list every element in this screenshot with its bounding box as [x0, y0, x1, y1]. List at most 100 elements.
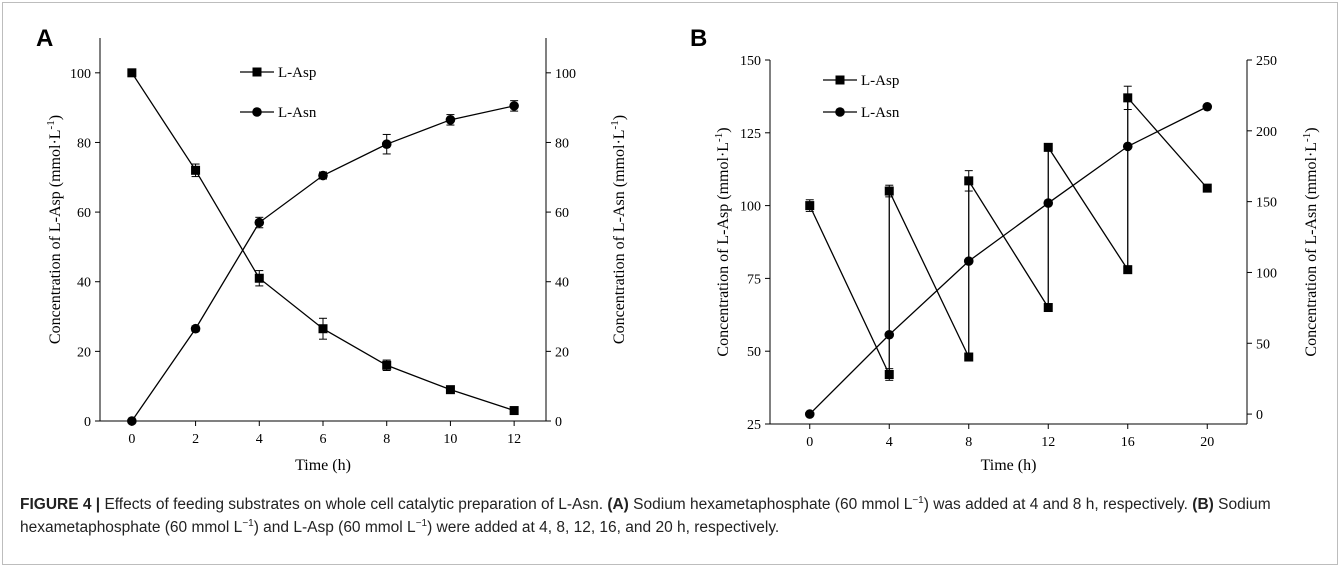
y-tick-label-right: 250 [1256, 54, 1277, 69]
data-point-l-asn [1043, 198, 1054, 208]
y-tick-label-left: 100 [740, 200, 761, 215]
caption-sup-1: −1 [912, 494, 924, 506]
caption-text-1: Effects of feeding substrates on whole c… [100, 496, 608, 513]
y-tick-label-right: 150 [1256, 196, 1277, 211]
y-axis-label-right-main: Concentration of L-Asn (mmol·L [611, 129, 628, 344]
y-tick-label-right: 200 [1256, 125, 1277, 140]
y-axis-label-right: Concentration of L-Asn (mmol·L-1) [609, 115, 628, 344]
x-axis-label: Time (h) [981, 457, 1037, 474]
y-tick-label-left: 150 [740, 54, 761, 69]
x-tick-label: 4 [886, 435, 893, 450]
series-line-l-asp [809, 96, 1208, 375]
y-tick-label-left: 25 [747, 418, 761, 433]
legend-label-l-asp: L-Asp [861, 73, 899, 89]
data-point-l-asn [1202, 101, 1213, 112]
data-point-l-asn [190, 323, 201, 334]
figure-caption: FIGURE 4 | Effects of feeding substrates… [20, 493, 1320, 539]
y-tick-label-right: 60 [555, 206, 569, 221]
legend-marker-l-asn [835, 107, 845, 117]
y-axis-label-left-tail: ) [47, 115, 64, 120]
legend-marker-l-asp [835, 75, 845, 85]
y-axis-label-right-tail: ) [611, 115, 628, 120]
series-line-l-asn [809, 106, 1208, 415]
x-tick-label: 20 [1200, 435, 1214, 450]
data-point-l-asn [963, 256, 974, 266]
y-axis-label-right-tail: ) [1303, 127, 1320, 132]
data-point-l-asp [1202, 183, 1212, 193]
y-axis-label-left-sup: -1 [45, 120, 57, 129]
data-point-l-asp [1043, 303, 1053, 313]
y-tick-label-right: 20 [555, 345, 569, 360]
caption-label: FIGURE 4 | [20, 496, 101, 513]
y-tick-label-right: 100 [1256, 266, 1277, 281]
caption-text-3: ) was added at 4 and 8 h, respectively. [923, 496, 1193, 513]
data-point-l-asn [254, 217, 265, 228]
y-tick-label-left: 60 [77, 206, 91, 221]
data-point-l-asp [382, 360, 392, 370]
legend-label-l-asn: L-Asn [278, 105, 317, 121]
x-tick-label: 6 [320, 432, 327, 447]
data-point-l-asn [884, 329, 895, 340]
data-point-l-asp [1123, 265, 1133, 275]
x-tick-label: 10 [443, 432, 457, 447]
x-tick-label: 2 [192, 432, 199, 447]
y-axis-label-left: Concentration of L-Asp (mmol·L-1) [45, 115, 64, 344]
caption-sup-2: −1 [242, 517, 254, 529]
y-axis-label-left-main: Concentration of L-Asp (mmol·L [715, 142, 732, 357]
data-point-l-asn [127, 416, 137, 426]
x-tick-label: 8 [965, 435, 972, 450]
panel-letter-b: B [690, 25, 707, 52]
series-line-l-asn [131, 105, 515, 422]
y-tick-label-left: 20 [77, 345, 91, 360]
caption-text-4: Sodium hexametaphosphate (60 mmol L [20, 496, 1271, 536]
y-tick-label-left: 40 [77, 276, 91, 291]
legend-marker-l-asn [252, 107, 262, 117]
y-axis-label-right-sup: -1 [609, 120, 621, 129]
data-point-l-asp [884, 186, 894, 196]
y-tick-label-right: 50 [1256, 337, 1270, 352]
y-tick-label-left: 125 [740, 127, 761, 142]
data-point-l-asp [191, 165, 201, 175]
data-point-l-asn [381, 139, 392, 149]
y-tick-label-right: 0 [555, 415, 562, 430]
y-tick-label-right: 0 [1256, 408, 1263, 423]
chart-a: A 0 2 4 6 8 10 12 0 20 40 60 80 100 0 20 40 60 80 100 Time (… [36, 25, 628, 474]
y-tick-label-left: 75 [747, 272, 761, 287]
y-tick-label-left: 100 [70, 67, 91, 82]
series-line-l-asp [131, 72, 515, 412]
y-tick-label-right: 100 [555, 67, 576, 82]
x-tick-label: 0 [806, 435, 813, 450]
caption-tag-b: (B) [1192, 496, 1214, 513]
data-point-l-asp [509, 406, 519, 416]
x-tick-label: 4 [256, 432, 263, 447]
chart-b: B 0 4 8 12 16 20 25 50 75 100 125 150 0 50 100 150 200 250… [690, 25, 1320, 474]
panel-letter-a: A [36, 25, 53, 52]
y-axis-label-right-sup: -1 [1301, 133, 1313, 142]
y-tick-label-right: 40 [555, 276, 569, 291]
caption-sup-3: −1 [415, 517, 428, 529]
legend-marker-l-asp [252, 67, 262, 77]
y-axis-label-left-sup: -1 [713, 133, 725, 142]
data-point-l-asp [964, 352, 974, 362]
y-tick-label-left: 0 [84, 415, 91, 430]
data-point-l-asp [1043, 142, 1053, 152]
x-tick-label: 12 [507, 432, 521, 447]
y-axis-label-left: Concentration of L-Asp (mmol·L-1) [713, 127, 732, 356]
caption-tag-a: (A) [607, 496, 629, 513]
y-axis-label-left-main: Concentration of L-Asp (mmol·L [47, 129, 64, 344]
y-axis-label-right: Concentration of L-Asn (mmol·L-1) [1301, 127, 1320, 356]
data-point-l-asp [1123, 93, 1133, 103]
x-tick-label: 12 [1041, 435, 1055, 450]
data-point-l-asp [445, 385, 455, 395]
legend-label-l-asn: L-Asn [861, 105, 900, 121]
data-point-l-asn [445, 115, 456, 125]
legend-label-l-asp: L-Asp [278, 65, 316, 81]
x-axis-label: Time (h) [295, 457, 351, 474]
y-tick-label-left: 80 [77, 136, 91, 151]
data-point-l-asn [509, 101, 519, 111]
caption-text-5: ) and L-Asp (60 mmol L [253, 519, 416, 536]
data-point-l-asp [127, 68, 137, 78]
